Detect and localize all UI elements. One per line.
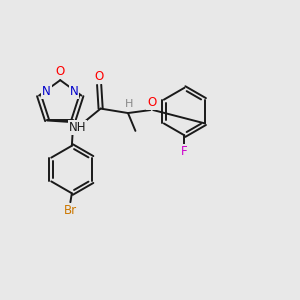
Text: H: H (125, 99, 133, 109)
Text: O: O (56, 65, 65, 78)
Text: F: F (181, 145, 188, 158)
Text: N: N (70, 85, 78, 98)
Text: N: N (42, 85, 51, 98)
Text: Br: Br (64, 204, 77, 217)
Text: NH: NH (69, 121, 86, 134)
Text: O: O (94, 70, 104, 83)
Text: O: O (147, 96, 156, 109)
